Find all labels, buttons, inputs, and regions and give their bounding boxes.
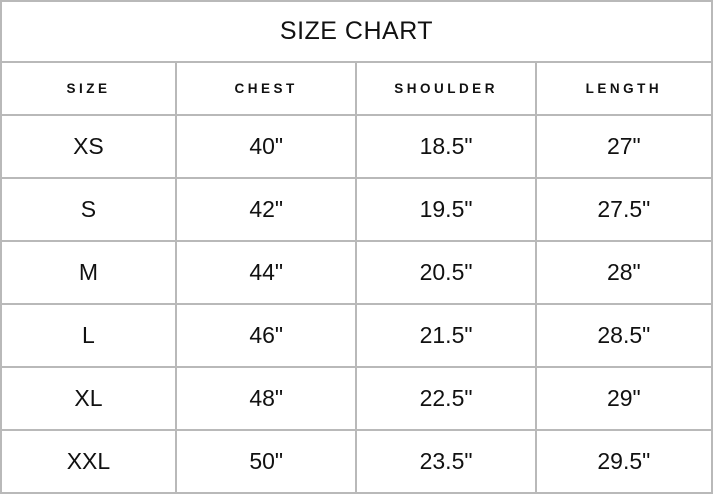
table-row: S 42" 19.5" 27.5" bbox=[0, 177, 713, 242]
chest-cell: 46" bbox=[174, 303, 358, 368]
length-cell: 28.5" bbox=[534, 303, 713, 368]
column-header-shoulder: SHOULDER bbox=[355, 61, 537, 116]
table-row: XS 40" 18.5" 27" bbox=[0, 114, 713, 179]
shoulder-cell: 19.5" bbox=[355, 177, 537, 242]
size-cell: XXL bbox=[0, 429, 177, 494]
length-cell: 27.5" bbox=[534, 177, 713, 242]
chest-cell: 44" bbox=[174, 240, 358, 305]
table-row: XXL 50" 23.5" 29.5" bbox=[0, 429, 713, 494]
size-cell: XS bbox=[0, 114, 177, 179]
column-header-chest: CHEST bbox=[174, 61, 358, 116]
chest-cell: 48" bbox=[174, 366, 358, 431]
column-header-length: LENGTH bbox=[534, 61, 713, 116]
size-cell: XL bbox=[0, 366, 177, 431]
chest-cell: 50" bbox=[174, 429, 358, 494]
size-cell: L bbox=[0, 303, 177, 368]
shoulder-cell: 22.5" bbox=[355, 366, 537, 431]
shoulder-cell: 20.5" bbox=[355, 240, 537, 305]
shoulder-cell: 23.5" bbox=[355, 429, 537, 494]
shoulder-cell: 21.5" bbox=[355, 303, 537, 368]
size-cell: S bbox=[0, 177, 177, 242]
page-title: SIZE CHART bbox=[0, 0, 713, 63]
shoulder-cell: 18.5" bbox=[355, 114, 537, 179]
column-header-size: SIZE bbox=[0, 61, 177, 116]
table-row: M 44" 20.5" 28" bbox=[0, 240, 713, 305]
length-cell: 29" bbox=[534, 366, 713, 431]
length-cell: 28" bbox=[534, 240, 713, 305]
title-row: SIZE CHART bbox=[0, 0, 713, 63]
length-cell: 27" bbox=[534, 114, 713, 179]
size-cell: M bbox=[0, 240, 177, 305]
chest-cell: 42" bbox=[174, 177, 358, 242]
chest-cell: 40" bbox=[174, 114, 358, 179]
length-cell: 29.5" bbox=[534, 429, 713, 494]
table-row: L 46" 21.5" 28.5" bbox=[0, 303, 713, 368]
header-row: SIZE CHEST SHOULDER LENGTH bbox=[0, 61, 713, 116]
table-row: XL 48" 22.5" 29" bbox=[0, 366, 713, 431]
